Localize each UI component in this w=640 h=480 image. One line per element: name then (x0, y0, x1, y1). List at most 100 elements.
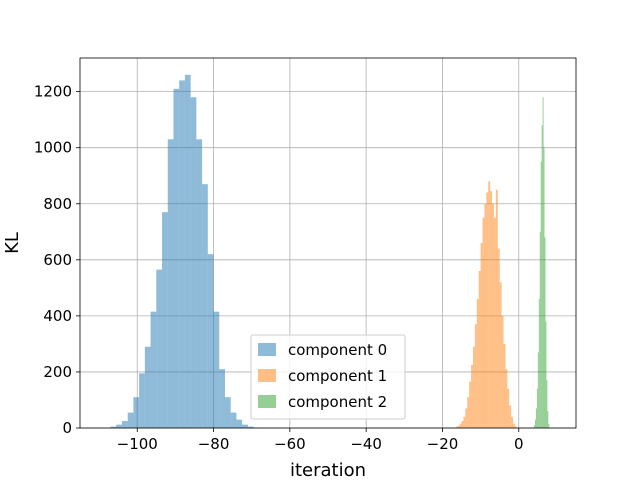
histogram-bar (133, 397, 140, 428)
histogram-bar (543, 147, 545, 429)
histogram-bar (463, 416, 466, 428)
histogram-bar (492, 203, 494, 428)
histogram-bar (514, 426, 517, 428)
histogram-bar (484, 203, 487, 428)
x-tick-label: −40 (350, 435, 382, 453)
histogram-bar (202, 184, 208, 428)
histogram-bar (548, 423, 550, 428)
histogram-bar (461, 420, 464, 428)
y-tick-label: 1000 (34, 139, 72, 157)
histogram-bar (490, 191, 493, 428)
histogram-bar (110, 426, 117, 428)
histogram-bar (121, 420, 128, 428)
y-tick-label: 400 (43, 307, 72, 325)
histogram-bar (478, 271, 481, 428)
histogram-bar (476, 299, 479, 428)
y-axis-label: KL (2, 232, 23, 254)
histogram-bar (242, 424, 248, 428)
legend-swatch-component-1 (258, 369, 276, 382)
y-axis-ticks: 0 200 400 600 800 1000 1200 (34, 83, 80, 437)
histogram-bar (537, 352, 539, 428)
histogram-bar (535, 408, 537, 428)
histogram-bar (505, 369, 508, 428)
histogram-bar (507, 388, 510, 428)
histogram-bar (196, 139, 203, 428)
histogram-bar (511, 416, 514, 428)
x-tick-label: −60 (274, 435, 306, 453)
histogram-bar (534, 419, 536, 428)
histogram-bar (536, 388, 538, 428)
histogram-bar (503, 343, 506, 428)
legend-box (250, 334, 406, 420)
histogram-bar (156, 269, 163, 428)
legend-swatch-component-2 (258, 395, 276, 408)
histogram-bar (127, 412, 134, 428)
y-tick-label: 0 (62, 419, 72, 437)
histogram-bar (539, 231, 541, 428)
series-component-2 (534, 97, 550, 429)
histogram-bar (547, 411, 549, 428)
x-axis-ticks: −100 −80 −60 −40 −20 0 (117, 428, 524, 453)
histogram-bar (116, 424, 122, 428)
histogram-bar (465, 408, 468, 428)
histogram-bar (167, 139, 174, 428)
y-tick-label: 1200 (34, 83, 72, 101)
histogram-bar (472, 346, 475, 428)
histogram-bar (488, 181, 491, 428)
histogram-bar (540, 161, 542, 428)
histogram-bar (236, 419, 243, 428)
histogram-bar (144, 346, 151, 428)
axes-frame (79, 57, 577, 429)
histogram-bar (482, 217, 485, 428)
histogram-bar (469, 381, 472, 428)
legend-label-component-0: component 0 (288, 341, 387, 359)
histogram-bar (173, 88, 180, 428)
series-component-0 (110, 74, 254, 429)
histogram-bar (219, 369, 225, 428)
histogram-bar (139, 373, 145, 428)
x-tick-label: −80 (198, 435, 230, 453)
histogram-bar (150, 311, 157, 428)
histogram-bar (541, 125, 543, 428)
histogram-bar (509, 405, 512, 428)
y-tick-label: 600 (43, 251, 72, 269)
histogram-bar (534, 425, 535, 428)
histogram-bar (545, 321, 547, 428)
histogram-bar (184, 74, 191, 429)
histogram-bar (538, 299, 540, 428)
y-tick-label: 200 (43, 363, 72, 381)
y-tick-label: 800 (43, 195, 72, 213)
histogram-bar (224, 397, 231, 428)
histogram-bar (471, 364, 473, 428)
x-tick-label: −100 (117, 435, 158, 453)
histogram-bars (110, 74, 550, 429)
histogram-bar (455, 426, 458, 428)
histogram-bar (207, 254, 214, 428)
x-tick-label: 0 (514, 435, 524, 453)
x-tick-label: −20 (427, 435, 459, 453)
histogram-bar (499, 282, 502, 428)
histogram-bar (497, 248, 500, 428)
histogram-bar (513, 423, 515, 428)
histogram-bar (474, 324, 477, 428)
histogram-bar (546, 380, 548, 428)
histogram-bar (213, 311, 220, 428)
legend: component 0 component 1 component 2 (250, 334, 406, 420)
legend-swatch-component-0 (258, 343, 276, 356)
histogram-bar (467, 397, 470, 428)
histogram-bar (230, 412, 237, 428)
series-component-1 (455, 181, 517, 428)
histogram-bar (480, 243, 483, 428)
histogram-bar (486, 192, 489, 428)
histogram-bar (247, 426, 254, 428)
histogram-bar (190, 97, 197, 428)
legend-label-component-1: component 1 (288, 367, 387, 385)
histogram-bar (493, 217, 496, 428)
histogram-bar (544, 237, 546, 428)
histogram-bar (179, 80, 185, 428)
histogram-bar (457, 425, 460, 428)
x-axis-label: iteration (290, 460, 366, 480)
histogram-bar (495, 189, 498, 428)
histogram-bar (501, 315, 504, 428)
